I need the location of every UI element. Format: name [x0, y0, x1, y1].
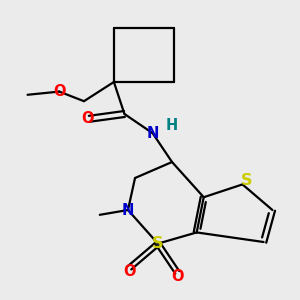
Text: O: O — [124, 264, 136, 279]
Text: O: O — [81, 111, 94, 126]
Text: N: N — [146, 126, 159, 141]
Text: S: S — [152, 236, 164, 251]
Text: H: H — [166, 118, 178, 133]
Text: O: O — [171, 269, 184, 284]
Text: O: O — [53, 84, 65, 99]
Text: N: N — [122, 202, 134, 217]
Text: S: S — [241, 173, 253, 188]
